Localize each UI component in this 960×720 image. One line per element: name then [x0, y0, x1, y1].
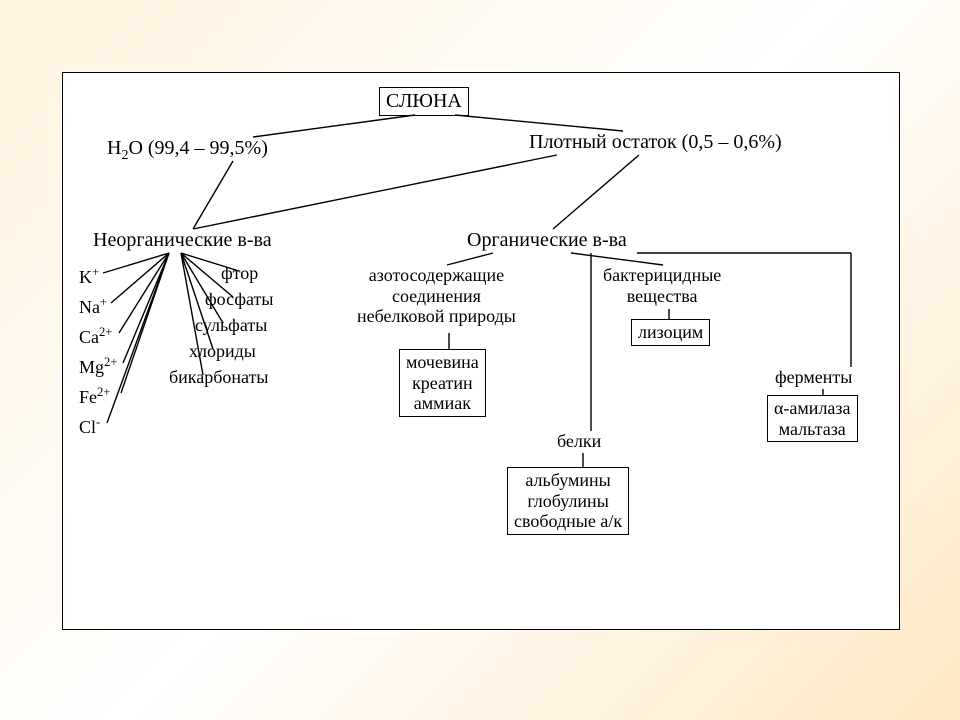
node-an_HCO3: бикарбонаты [169, 367, 269, 388]
node-ion_Ca: Ca2+ [79, 325, 112, 348]
node-org_enz_lbl: ферменты [775, 367, 852, 388]
node-an_F: фтор [221, 263, 258, 284]
node-org_bact_box: лизоцим [631, 319, 710, 346]
node-org_bact_lbl: бактерицидныевещества [603, 265, 721, 306]
node-an_SO4: сульфаты [195, 315, 267, 336]
node-h2o: H2O (99,4 – 99,5%) [107, 137, 268, 164]
node-ion_K: K+ [79, 265, 99, 288]
node-an_ClA: хлориды [189, 341, 256, 362]
node-org_prot_lbl: белки [557, 431, 601, 452]
node-org: Органические в-ва [467, 229, 627, 252]
node-root: СЛЮНА [379, 87, 469, 116]
node-org_prot_box: альбуминыглобулинысвободные а/к [507, 467, 629, 535]
node-org_nitro_box: мочевинакреатинаммиак [399, 349, 486, 417]
node-org_enz_box: α-амилазамальтаза [767, 395, 858, 442]
node-inorg: Неорганические в-ва [93, 229, 272, 252]
node-ion_Fe: Fe2+ [79, 385, 110, 408]
node-ion_Na: Na+ [79, 295, 107, 318]
diagram-panel: СЛЮНА H2O (99,4 – 99,5%) Плотный остаток (… [62, 72, 900, 630]
node-an_PO4: фосфаты [205, 289, 273, 310]
node-ion_Cl: Cl- [79, 415, 100, 438]
node-ion_Mg: Mg2+ [79, 355, 117, 378]
node-solid: Плотный остаток (0,5 – 0,6%) [529, 131, 782, 154]
node-org_nitro_lbl: азотосодержащиесоединениянебелковой прир… [357, 265, 516, 327]
